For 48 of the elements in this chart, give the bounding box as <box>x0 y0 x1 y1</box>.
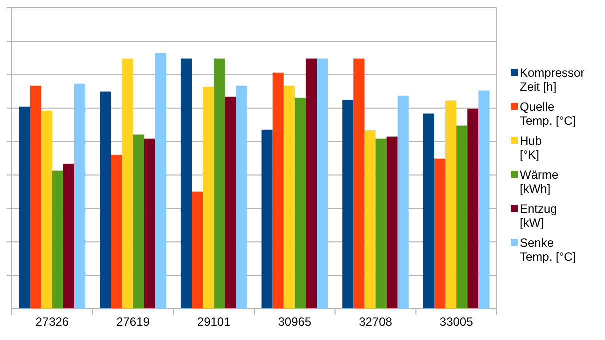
x-tick-label: 29101 <box>197 315 232 329</box>
bar <box>180 58 192 309</box>
x-tick-label: 33005 <box>440 315 474 329</box>
x-tick-label: 27326 <box>36 315 70 329</box>
legend-label: Kompressor Zeit [h] <box>520 66 585 94</box>
bar <box>203 86 214 309</box>
bar <box>317 58 328 309</box>
x-tick-label: 32708 <box>359 315 393 329</box>
bar <box>354 58 365 309</box>
bar <box>122 58 134 309</box>
bar <box>294 98 306 309</box>
bar <box>456 126 468 309</box>
bar <box>52 170 64 309</box>
bar <box>284 86 295 309</box>
bar <box>262 130 273 309</box>
bar <box>376 138 387 309</box>
bar <box>478 90 490 309</box>
bar <box>306 58 318 309</box>
bar <box>133 134 144 309</box>
bar <box>100 92 112 309</box>
bar <box>74 84 86 309</box>
bar <box>63 164 75 309</box>
bar <box>19 106 30 309</box>
bar <box>398 96 409 309</box>
bar <box>155 53 166 309</box>
bar <box>236 86 248 309</box>
bar <box>144 138 156 309</box>
x-tick-label: 27619 <box>116 315 150 329</box>
legend-label: Senke Temp. [°C] <box>520 236 576 264</box>
bar <box>111 154 122 309</box>
bar <box>423 114 434 309</box>
bar <box>225 96 236 309</box>
bar <box>41 110 52 309</box>
bar <box>342 100 354 309</box>
bar <box>272 72 284 309</box>
bar <box>30 86 42 309</box>
x-tick-label: 30965 <box>278 315 312 329</box>
bar <box>468 108 479 309</box>
bar <box>434 158 446 309</box>
bar <box>192 192 204 309</box>
bar <box>364 130 376 309</box>
bar <box>386 136 398 309</box>
bar <box>214 58 226 309</box>
legend-label: Wärme [kWh] <box>520 168 559 196</box>
bar <box>446 100 457 309</box>
legend-label: Hub [°K] <box>520 134 542 162</box>
legend-label: Entzug [kW] <box>520 202 558 230</box>
legend-label: Quelle Temp. [°C] <box>520 100 576 128</box>
